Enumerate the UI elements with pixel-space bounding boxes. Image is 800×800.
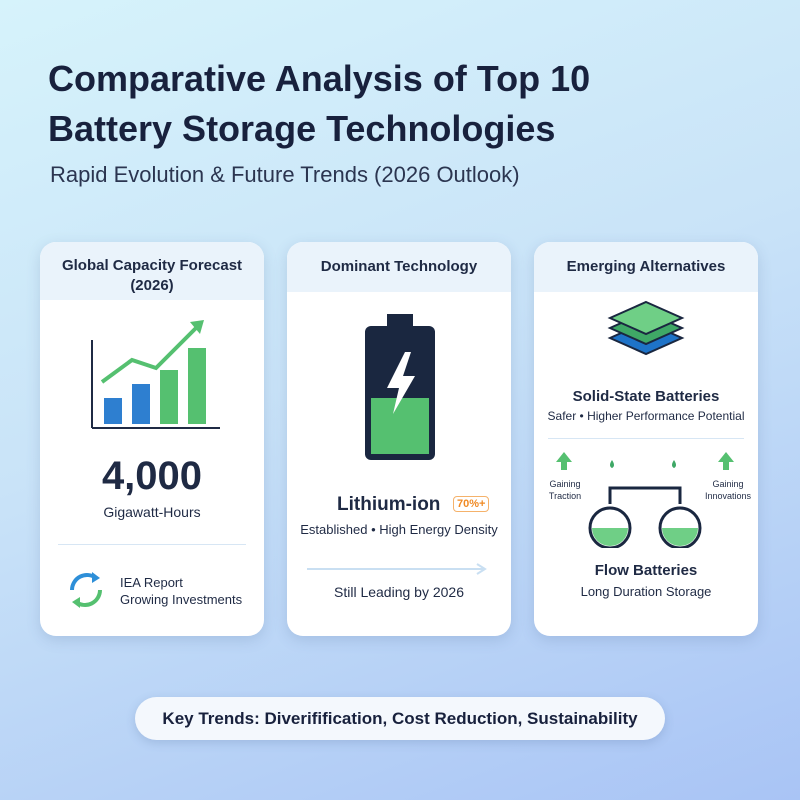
- battery-icon: [365, 314, 435, 460]
- card: Emerging Alternatives Solid-State Batter…: [534, 242, 758, 636]
- tech-description: Established • High Energy Density: [300, 522, 498, 537]
- note-line: IEA Report: [120, 575, 183, 590]
- note: IEA Report Growing Investments: [120, 574, 242, 608]
- item-description: Safer • Higher Performance Potential: [547, 409, 745, 423]
- title-line: Comparative Analysis of Top 10: [48, 58, 591, 99]
- tech-footer: Still Leading by 2026: [334, 584, 464, 600]
- card-title: Global Capacity Forecast (2026): [61, 257, 243, 294]
- key-trends: Key Trends: Diverifification, Cost Reduc…: [135, 697, 665, 740]
- side-label: Gaining Innovations: [704, 479, 752, 501]
- cycle-icon: [70, 572, 102, 608]
- capacity-unit: Gigawatt-Hours: [103, 504, 201, 520]
- subtitle: Rapid Evolution & Future Trends (2026 Ou…: [50, 162, 520, 187]
- divider: [548, 438, 744, 439]
- capacity-value: 4,000: [101, 454, 203, 498]
- item-name: Solid-State Batteries: [572, 388, 720, 405]
- flow-icon: [556, 452, 734, 548]
- item-name: Flow Batteries: [594, 562, 698, 579]
- card-header: [287, 242, 511, 292]
- trend-arrow: [307, 563, 487, 575]
- share-badge: 70%+: [453, 496, 490, 512]
- note-line: Growing Investments: [120, 592, 243, 607]
- card-header: [534, 242, 758, 292]
- card-header: [40, 242, 264, 300]
- item-description: Long Duration Storage: [580, 584, 712, 599]
- card-title: Emerging Alternatives: [566, 258, 726, 275]
- side-label: Gaining Traction: [548, 479, 582, 501]
- card: Dominant Technology Lithium-ion 70%+ Est…: [287, 242, 511, 636]
- layers-icon: [607, 300, 685, 356]
- growth-icon: [91, 320, 220, 429]
- tech-name: Lithium-ion: [337, 494, 441, 515]
- card-title: Dominant Technology: [320, 258, 478, 275]
- card: Global Capacity Forecast (2026) 4,000 Gi…: [40, 242, 264, 636]
- divider: [58, 544, 246, 545]
- title-line: Battery Storage Technologies: [48, 108, 556, 149]
